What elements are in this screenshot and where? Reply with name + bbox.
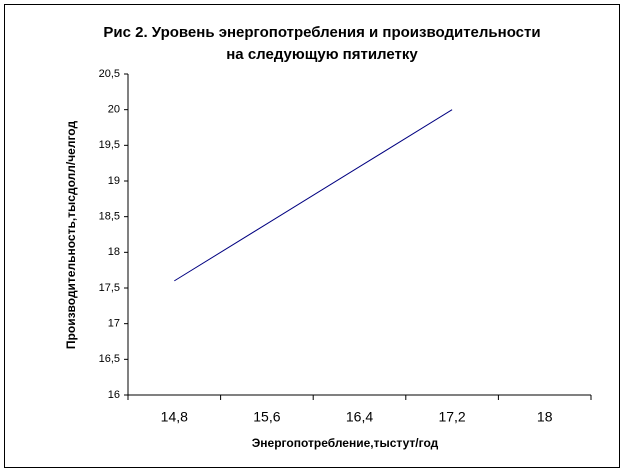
y-tick-label: 20 bbox=[108, 104, 120, 116]
x-tick-label: 15,6 bbox=[253, 409, 280, 425]
y-tick-label: 17,5 bbox=[99, 282, 120, 294]
x-tick-label: 18 bbox=[537, 409, 553, 425]
y-tick-label: 17 bbox=[108, 318, 120, 330]
y-tick-label: 19 bbox=[108, 175, 120, 187]
chart-frame bbox=[4, 4, 620, 468]
chart-title: на следующую пятилетку bbox=[226, 46, 418, 63]
x-tick-label: 16,4 bbox=[346, 409, 373, 425]
y-tick-label: 20,5 bbox=[99, 68, 120, 80]
x-tick-label: 14,8 bbox=[161, 409, 188, 425]
y-tick-label: 16,5 bbox=[99, 353, 120, 365]
line bbox=[174, 109, 453, 282]
y-tick-label: 19,5 bbox=[99, 139, 120, 151]
chart-title: Рис 2. Уровень энергопотребления и произ… bbox=[103, 24, 540, 41]
y-tick-label: 18,5 bbox=[99, 211, 120, 223]
x-axis-label: Энергопотребление,тыстут/год bbox=[252, 436, 439, 450]
y-tick-label: 18 bbox=[108, 246, 120, 258]
y-tick-label: 16 bbox=[108, 389, 120, 401]
x-tick-label: 17,2 bbox=[438, 409, 465, 425]
y-axis-label: Производительность,тысдолл/челгод bbox=[64, 121, 78, 350]
